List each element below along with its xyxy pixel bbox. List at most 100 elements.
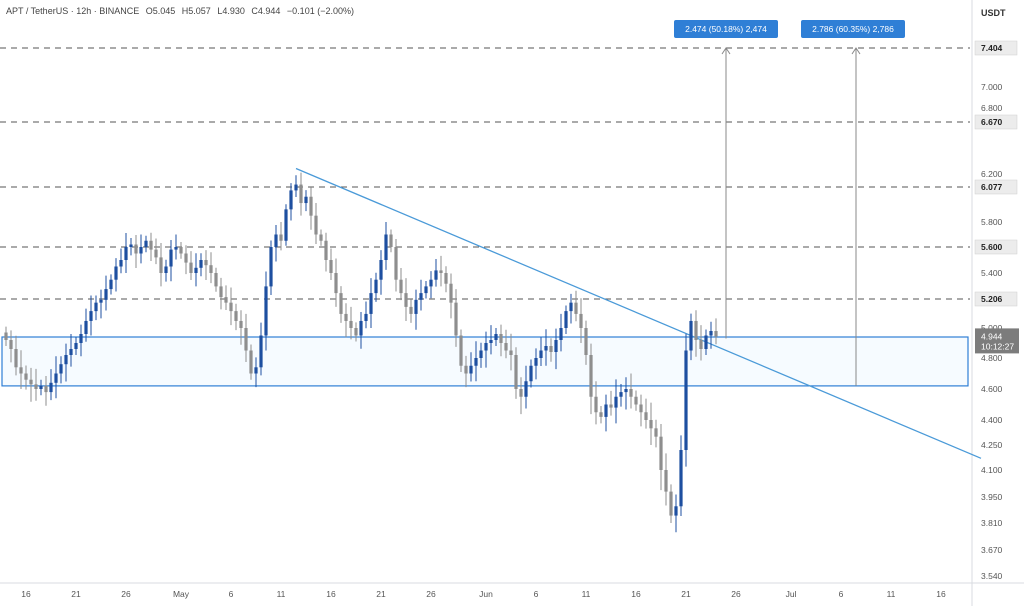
price-tick: 4.250 — [981, 440, 1003, 450]
candle-body — [484, 343, 488, 351]
candle-body — [139, 247, 143, 254]
candle — [219, 277, 223, 310]
candle — [24, 365, 28, 390]
candlestick-series — [4, 172, 718, 533]
candle — [249, 344, 253, 380]
candle-body — [349, 320, 353, 328]
candle-body — [684, 350, 688, 450]
candle-body — [249, 350, 253, 374]
candle — [239, 310, 243, 345]
candle-body — [454, 302, 458, 336]
price-tick: 7.000 — [981, 82, 1003, 92]
price-tick: 5.400 — [981, 268, 1003, 278]
date-tick: 11 — [887, 589, 896, 599]
last-price-label: 4.944 — [981, 331, 1003, 341]
candle — [429, 271, 433, 299]
candle-body — [204, 260, 208, 266]
candle — [19, 350, 23, 389]
measure-label-box — [801, 20, 905, 38]
date-tick: 21 — [681, 589, 691, 599]
candle — [179, 242, 183, 259]
candle-body — [44, 385, 48, 393]
candle — [189, 251, 193, 280]
candle — [129, 238, 133, 256]
candle — [159, 243, 163, 287]
candle-body — [449, 283, 453, 303]
candle-body — [309, 196, 313, 216]
candle-body — [549, 346, 553, 352]
price-tick: 4.600 — [981, 384, 1003, 394]
candle — [624, 377, 628, 410]
candle-body — [464, 365, 468, 374]
candle — [609, 390, 613, 416]
candle-body — [694, 320, 698, 340]
candle — [89, 295, 93, 336]
candle-body — [359, 320, 363, 336]
candle-body — [604, 404, 608, 417]
candle-body — [299, 184, 303, 204]
candle — [134, 235, 138, 269]
price-tick: 4.800 — [981, 353, 1003, 363]
candle — [364, 301, 368, 329]
date-tick: 11 — [277, 589, 286, 599]
candle-body — [639, 404, 643, 413]
candle-body — [369, 293, 373, 314]
candle-body — [324, 240, 328, 260]
candle-body — [509, 350, 513, 355]
candle-body — [494, 334, 498, 340]
candle-body — [69, 349, 73, 355]
candle — [104, 275, 108, 311]
candle — [284, 204, 288, 246]
level-tag-label: 5.206 — [981, 294, 1003, 304]
candle — [454, 289, 458, 347]
candle — [319, 229, 323, 246]
candle — [409, 299, 413, 323]
candle — [629, 373, 633, 409]
candle — [49, 369, 53, 401]
candle-body — [554, 340, 558, 352]
candle — [224, 285, 228, 310]
candle — [524, 365, 528, 409]
candle-body — [584, 328, 588, 355]
last-price-tag — [975, 328, 1019, 354]
candle — [184, 245, 188, 275]
candle-body — [274, 234, 278, 247]
candle-body — [444, 273, 448, 284]
candle — [324, 232, 328, 272]
candle-body — [674, 506, 678, 516]
candle-body — [394, 247, 398, 280]
candle-body — [54, 373, 58, 383]
candle-body — [384, 234, 388, 260]
level-tag-label: 6.077 — [981, 182, 1003, 192]
candle — [449, 273, 453, 319]
change-value: −0.101 (−2.00%) — [286, 6, 354, 16]
candle-body — [544, 346, 548, 351]
candle — [99, 289, 103, 319]
candle — [174, 234, 178, 260]
candle — [714, 318, 718, 345]
candle-body — [134, 244, 138, 254]
candle — [54, 356, 58, 399]
candle-body — [389, 234, 393, 247]
candle — [259, 322, 263, 376]
candle-body — [79, 334, 83, 343]
date-tick: Jul — [786, 589, 797, 599]
candle — [344, 303, 348, 338]
candle — [4, 326, 8, 346]
candle-body — [289, 190, 293, 210]
candle — [34, 368, 38, 401]
candle-body — [244, 328, 248, 351]
candle-body — [329, 260, 333, 273]
candle-body — [699, 340, 703, 349]
candle-body — [124, 247, 128, 260]
close-value: C4.944 — [251, 6, 281, 16]
trendline — [295, 167, 982, 459]
candle-body — [419, 293, 423, 300]
date-tick: 11 — [582, 589, 591, 599]
candle-body — [14, 349, 18, 368]
candle-body — [279, 234, 283, 241]
candle-body — [609, 404, 613, 408]
candle-body — [4, 332, 8, 340]
candle-body — [424, 286, 428, 294]
